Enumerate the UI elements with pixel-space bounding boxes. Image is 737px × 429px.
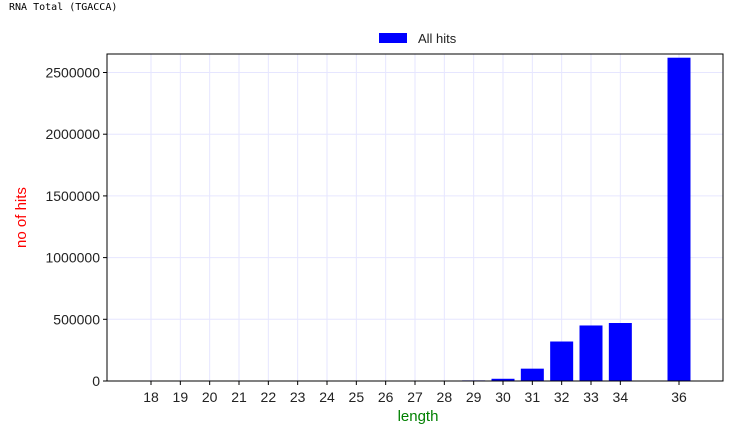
y-tick-label: 1000000 <box>45 250 100 266</box>
x-tick-label: 18 <box>143 389 159 405</box>
y-axis-ticks: 0 500000 1000000 1500000 2000000 2500000 <box>45 65 107 389</box>
x-tick-label: 33 <box>583 389 599 405</box>
x-axis-ticks: 18 19 20 21 22 23 24 25 26 27 28 29 30 31 32 33 34 36 <box>143 381 687 405</box>
x-tick-label: 23 <box>290 389 306 405</box>
bar <box>579 325 603 381</box>
bar <box>550 341 574 381</box>
x-tick-label: 27 <box>407 389 423 405</box>
y-tick-label: 1500000 <box>45 188 100 204</box>
y-tick-label: 0 <box>92 373 100 389</box>
x-tick-label: 32 <box>554 389 570 405</box>
x-tick-label: 26 <box>378 389 394 405</box>
bar <box>608 323 632 381</box>
legend-label: All hits <box>418 31 457 46</box>
x-tick-label: 31 <box>525 389 541 405</box>
bars-group <box>462 57 691 382</box>
legend: All hits <box>379 31 457 46</box>
x-tick-label: 20 <box>202 389 218 405</box>
bar <box>491 378 515 381</box>
x-tick-label: 24 <box>319 389 335 405</box>
y-tick-label: 500000 <box>53 311 100 327</box>
y-axis-title: no of hits <box>13 187 30 248</box>
x-axis-title: length <box>398 408 439 425</box>
y-tick-label: 2000000 <box>45 126 100 142</box>
x-tick-label: 21 <box>231 389 247 405</box>
x-tick-label: 19 <box>173 389 189 405</box>
x-tick-label: 34 <box>613 389 629 405</box>
x-tick-label: 30 <box>495 389 511 405</box>
x-tick-label: 22 <box>261 389 277 405</box>
y-tick-label: 2500000 <box>45 65 100 81</box>
x-tick-label: 29 <box>466 389 482 405</box>
bar <box>667 57 691 382</box>
page-title: RNA Total (TGACCA) <box>9 2 118 13</box>
x-tick-label: 36 <box>671 389 687 405</box>
x-tick-label: 28 <box>437 389 453 405</box>
legend-swatch <box>379 33 407 43</box>
x-tick-label: 25 <box>349 389 365 405</box>
bar <box>520 368 544 381</box>
